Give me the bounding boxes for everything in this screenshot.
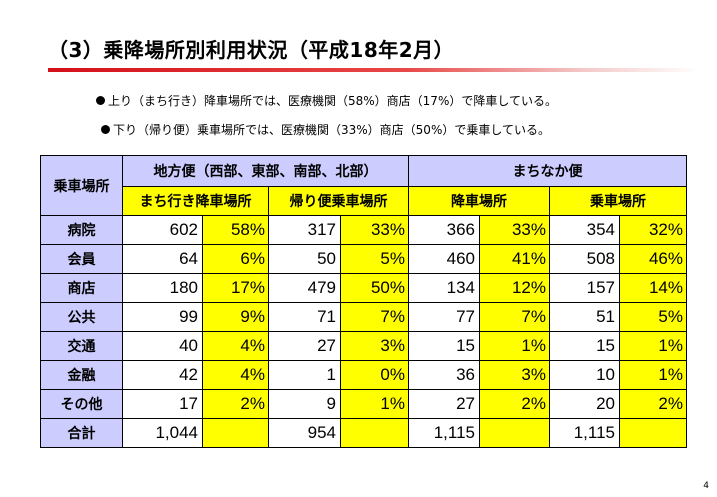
table-row: 金融 42 4% 1 0% 36 3% 10 1%	[40, 360, 687, 390]
title-underline	[48, 68, 700, 72]
count-cell: 1,115	[549, 418, 620, 448]
table-row: 公共 99 9% 71 7% 77 7% 51 5%	[40, 302, 687, 332]
percent-cell: 32%	[619, 215, 687, 245]
count-cell: 51	[549, 302, 620, 332]
percent-cell: 1%	[340, 389, 409, 419]
percent-cell: 4%	[202, 360, 269, 390]
bullet-dot-icon	[96, 96, 105, 105]
percent-cell: 33%	[340, 215, 409, 245]
count-cell: 77	[408, 302, 480, 332]
row-label: 公共	[40, 302, 123, 332]
count-cell: 20	[549, 389, 620, 419]
page-title: （3）乗降場所別利用状況（平成18年2月）	[48, 38, 455, 62]
table-row: その他 17 2% 9 1% 27 2% 20 2%	[40, 389, 687, 419]
bullet-text: 上り（まち行き）降車場所では、医療機関（58%）商店（17%）で降車している。	[108, 94, 557, 108]
count-cell: 27	[408, 389, 480, 419]
percent-cell: 46%	[619, 244, 687, 274]
percent-cell: 2%	[479, 389, 550, 419]
group-header-regional: 地方便（西部、東部、南部、北部）	[122, 155, 409, 187]
row-label: 会員	[40, 244, 123, 274]
page-number: 4	[703, 481, 709, 491]
row-label: 合計	[40, 418, 123, 448]
count-cell: 36	[408, 360, 480, 390]
count-cell: 1,044	[122, 418, 203, 448]
percent-cell: 17%	[202, 273, 269, 303]
count-cell: 99	[122, 302, 203, 332]
count-cell: 17	[122, 389, 203, 419]
row-label: 商店	[40, 273, 123, 303]
percent-cell: 2%	[619, 389, 687, 419]
count-cell: 9	[268, 389, 341, 419]
percent-cell: 1%	[619, 331, 687, 361]
count-cell: 1	[268, 360, 341, 390]
row-label: 病院	[40, 215, 123, 245]
count-cell: 317	[268, 215, 341, 245]
bullet-item-1: 上り（まち行き）降車場所では、医療機関（58%）商店（17%）で降車している。	[96, 93, 557, 109]
count-cell: 15	[549, 331, 620, 361]
percent-cell: 7%	[340, 302, 409, 332]
table-row: 会員 64 6% 50 5% 460 41% 508 46%	[40, 244, 687, 274]
percent-cell: 6%	[202, 244, 269, 274]
percent-cell: 50%	[340, 273, 409, 303]
percent-cell	[619, 418, 687, 448]
bullet-dot-icon	[101, 125, 110, 134]
row-label: 交通	[40, 331, 123, 361]
table-row: 商店 180 17% 479 50% 134 12% 157 14%	[40, 273, 687, 303]
percent-cell: 12%	[479, 273, 550, 303]
count-cell: 71	[268, 302, 341, 332]
percent-cell: 5%	[340, 244, 409, 274]
count-cell: 954	[268, 418, 341, 448]
count-cell: 602	[122, 215, 203, 245]
percent-cell: 4%	[202, 331, 269, 361]
count-cell: 157	[549, 273, 620, 303]
count-cell: 15	[408, 331, 480, 361]
count-cell: 1,115	[408, 418, 480, 448]
count-cell: 508	[549, 244, 620, 274]
percent-cell: 3%	[479, 360, 550, 390]
count-cell: 460	[408, 244, 480, 274]
percent-cell: 14%	[619, 273, 687, 303]
count-cell: 64	[122, 244, 203, 274]
sub-header-1: まち行き降車場所	[122, 186, 269, 216]
sub-header-4: 乗車場所	[549, 186, 687, 216]
percent-cell	[479, 418, 550, 448]
bullet-text: 下り（帰り便）乗車場所では、医療機関（33%）商店（50%）で乗車している。	[113, 123, 550, 137]
count-cell: 479	[268, 273, 341, 303]
count-cell: 40	[122, 331, 203, 361]
percent-cell: 7%	[479, 302, 550, 332]
count-cell: 354	[549, 215, 620, 245]
count-cell: 50	[268, 244, 341, 274]
percent-cell: 1%	[479, 331, 550, 361]
row-label: 金融	[40, 360, 123, 390]
bullet-item-2: 下り（帰り便）乗車場所では、医療機関（33%）商店（50%）で乗車している。	[101, 122, 550, 138]
table-body: 病院 602 58% 317 33% 366 33% 354 32% 会員 64 6% 50 5% 460 4…	[40, 215, 687, 448]
percent-cell: 41%	[479, 244, 550, 274]
group-header-downtown: まちなか便	[408, 155, 687, 187]
percent-cell	[340, 418, 409, 448]
count-cell: 42	[122, 360, 203, 390]
percent-cell: 5%	[619, 302, 687, 332]
table-row: 病院 602 58% 317 33% 366 33% 354 32%	[40, 215, 687, 245]
percent-cell: 58%	[202, 215, 269, 245]
sub-header-3: 降車場所	[408, 186, 550, 216]
table-row: 交通 40 4% 27 3% 15 1% 15 1%	[40, 331, 687, 361]
percent-cell: 3%	[340, 331, 409, 361]
count-cell: 366	[408, 215, 480, 245]
sub-header-2: 帰り便乗車場所	[268, 186, 409, 216]
row-label: その他	[40, 389, 123, 419]
usage-table: 乗車場所 地方便（西部、東部、南部、北部） まちなか便 まち行き降車場所 帰り便…	[40, 155, 687, 448]
table-row: 合計 1,044 954 1,115 1,115	[40, 418, 687, 448]
count-cell: 134	[408, 273, 480, 303]
count-cell: 10	[549, 360, 620, 390]
percent-cell: 9%	[202, 302, 269, 332]
corner-header: 乗車場所	[40, 155, 123, 216]
count-cell: 27	[268, 331, 341, 361]
count-cell: 180	[122, 273, 203, 303]
percent-cell: 2%	[202, 389, 269, 419]
percent-cell: 0%	[340, 360, 409, 390]
percent-cell	[202, 418, 269, 448]
percent-cell: 1%	[619, 360, 687, 390]
percent-cell: 33%	[479, 215, 550, 245]
